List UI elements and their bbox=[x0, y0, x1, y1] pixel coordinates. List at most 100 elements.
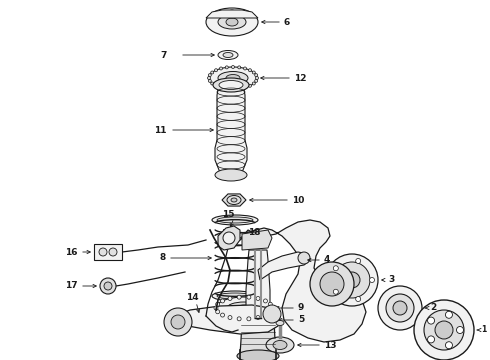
Ellipse shape bbox=[212, 291, 258, 301]
Circle shape bbox=[334, 262, 370, 298]
Text: 18: 18 bbox=[248, 228, 261, 237]
Ellipse shape bbox=[273, 341, 287, 350]
Ellipse shape bbox=[218, 72, 248, 85]
Circle shape bbox=[238, 66, 241, 69]
Circle shape bbox=[208, 79, 211, 82]
Circle shape bbox=[457, 327, 464, 333]
Text: 11: 11 bbox=[154, 126, 167, 135]
Circle shape bbox=[100, 278, 116, 294]
Text: 1: 1 bbox=[481, 325, 486, 334]
Circle shape bbox=[208, 74, 211, 77]
Text: 10: 10 bbox=[292, 195, 304, 204]
Ellipse shape bbox=[223, 53, 233, 58]
Circle shape bbox=[228, 297, 232, 301]
Ellipse shape bbox=[212, 215, 258, 225]
Polygon shape bbox=[258, 252, 310, 280]
Circle shape bbox=[256, 297, 260, 301]
Circle shape bbox=[171, 315, 185, 329]
Circle shape bbox=[99, 248, 107, 256]
Ellipse shape bbox=[213, 78, 249, 92]
Polygon shape bbox=[246, 250, 270, 318]
Circle shape bbox=[414, 300, 474, 360]
Circle shape bbox=[247, 295, 251, 299]
Circle shape bbox=[356, 258, 361, 264]
Circle shape bbox=[369, 278, 374, 283]
Circle shape bbox=[386, 294, 414, 322]
Circle shape bbox=[428, 317, 435, 324]
Ellipse shape bbox=[237, 305, 251, 311]
Text: 8: 8 bbox=[160, 253, 166, 262]
Circle shape bbox=[255, 77, 259, 80]
Circle shape bbox=[255, 79, 258, 82]
Text: 12: 12 bbox=[294, 73, 307, 82]
Circle shape bbox=[244, 86, 246, 89]
Ellipse shape bbox=[215, 169, 247, 181]
Circle shape bbox=[333, 289, 338, 294]
Polygon shape bbox=[218, 226, 240, 250]
Ellipse shape bbox=[227, 10, 237, 18]
Text: 4: 4 bbox=[324, 256, 330, 265]
Ellipse shape bbox=[276, 320, 284, 325]
Circle shape bbox=[270, 306, 274, 310]
Text: 9: 9 bbox=[298, 303, 304, 312]
Circle shape bbox=[109, 248, 117, 256]
Circle shape bbox=[248, 84, 251, 87]
Ellipse shape bbox=[209, 67, 257, 89]
Polygon shape bbox=[168, 305, 280, 334]
Circle shape bbox=[216, 302, 220, 306]
Circle shape bbox=[231, 87, 235, 90]
Ellipse shape bbox=[266, 337, 294, 353]
Circle shape bbox=[252, 71, 255, 74]
Circle shape bbox=[104, 282, 112, 290]
Circle shape bbox=[211, 71, 214, 74]
Circle shape bbox=[445, 342, 452, 349]
Circle shape bbox=[378, 286, 422, 330]
Ellipse shape bbox=[217, 217, 253, 223]
Text: 3: 3 bbox=[388, 275, 394, 284]
Text: 2: 2 bbox=[430, 303, 436, 312]
Circle shape bbox=[216, 310, 220, 314]
Circle shape bbox=[393, 301, 407, 315]
Circle shape bbox=[428, 336, 435, 343]
Text: 15: 15 bbox=[222, 210, 234, 219]
Circle shape bbox=[164, 308, 192, 336]
Circle shape bbox=[256, 315, 260, 320]
Circle shape bbox=[269, 310, 272, 314]
Circle shape bbox=[298, 252, 310, 264]
Circle shape bbox=[255, 74, 258, 77]
Circle shape bbox=[356, 297, 361, 302]
Ellipse shape bbox=[206, 8, 258, 36]
Circle shape bbox=[225, 87, 228, 90]
Circle shape bbox=[320, 272, 344, 296]
Polygon shape bbox=[206, 10, 258, 18]
Polygon shape bbox=[240, 220, 366, 342]
Ellipse shape bbox=[217, 293, 253, 299]
Circle shape bbox=[310, 262, 354, 306]
Circle shape bbox=[207, 77, 211, 80]
Ellipse shape bbox=[227, 302, 261, 314]
Ellipse shape bbox=[231, 198, 237, 202]
Circle shape bbox=[215, 69, 218, 72]
Ellipse shape bbox=[218, 50, 238, 59]
Circle shape bbox=[269, 302, 272, 306]
Text: 5: 5 bbox=[298, 315, 304, 324]
Circle shape bbox=[220, 67, 222, 70]
Circle shape bbox=[228, 315, 232, 320]
Circle shape bbox=[264, 313, 268, 317]
Circle shape bbox=[238, 87, 241, 90]
Circle shape bbox=[445, 311, 452, 318]
Ellipse shape bbox=[226, 75, 240, 81]
Circle shape bbox=[333, 266, 338, 271]
Text: 6: 6 bbox=[284, 18, 290, 27]
Text: 14: 14 bbox=[186, 293, 198, 302]
Circle shape bbox=[223, 237, 233, 247]
Circle shape bbox=[215, 84, 218, 87]
Circle shape bbox=[344, 272, 360, 288]
Circle shape bbox=[225, 66, 228, 69]
Text: 13: 13 bbox=[324, 341, 337, 350]
Polygon shape bbox=[215, 85, 247, 175]
Circle shape bbox=[248, 69, 251, 72]
Text: 7: 7 bbox=[161, 50, 167, 59]
Circle shape bbox=[435, 321, 453, 339]
Circle shape bbox=[223, 232, 235, 244]
